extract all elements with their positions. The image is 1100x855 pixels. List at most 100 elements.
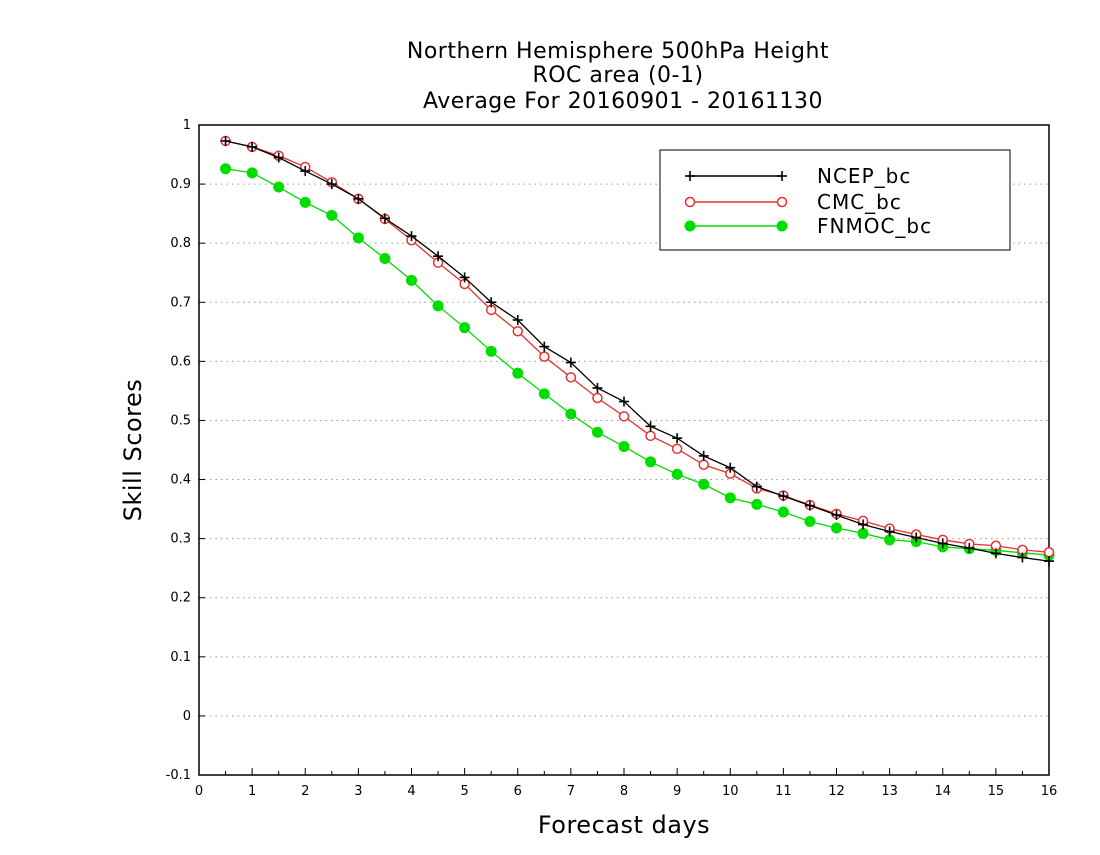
data-point-fnmoc bbox=[432, 300, 444, 312]
x-tick-label: 15 bbox=[988, 784, 1005, 799]
chart-title: Northern Hemisphere 500hPa Height ROC ar… bbox=[407, 39, 829, 114]
data-point-ncep bbox=[379, 213, 390, 224]
x-tick-label: 5 bbox=[460, 784, 468, 799]
data-point-ncep bbox=[778, 491, 789, 502]
y-tick-label: 0.5 bbox=[170, 413, 191, 428]
data-point-fnmoc bbox=[777, 506, 789, 518]
data-point-fnmoc bbox=[299, 196, 311, 208]
data-point-ncep bbox=[1017, 552, 1028, 563]
data-point-ncep bbox=[486, 297, 497, 308]
y-axis: 1 0.9 0.8 0.7 0.6 0.5 0.4 0.3 0.2 0.1 0 -0.1 bbox=[166, 118, 205, 783]
data-point-cmc bbox=[618, 411, 630, 422]
x-axis: 0 1 2 3 4 5 6 7 8 9 10 11 12 13 14 15 16 bbox=[195, 768, 1057, 799]
data-point-cmc bbox=[592, 392, 603, 404]
data-point-fnmoc bbox=[565, 408, 577, 420]
data-point-ncep bbox=[406, 231, 417, 242]
data-point-fnmoc bbox=[724, 492, 736, 504]
data-point-cmc bbox=[565, 372, 577, 383]
legend-marker-fnmoc bbox=[684, 220, 696, 232]
x-tick-label: 1 bbox=[248, 784, 256, 799]
y-tick-label: -0.1 bbox=[166, 768, 191, 783]
data-point-ncep bbox=[645, 421, 656, 432]
data-point-ncep bbox=[831, 510, 842, 520]
data-point-ncep bbox=[804, 500, 815, 511]
data-point-ncep bbox=[884, 526, 895, 537]
y-tick-label: 0.4 bbox=[170, 473, 191, 488]
x-tick-label: 11 bbox=[775, 784, 792, 799]
data-point-ncep bbox=[911, 532, 922, 543]
data-point-fnmoc bbox=[698, 478, 710, 490]
data-point-ncep bbox=[672, 433, 683, 444]
data-point-cmc bbox=[671, 443, 683, 455]
legend-marker-ncep bbox=[685, 171, 695, 181]
legend-marker-cmc bbox=[684, 196, 696, 208]
data-point-ncep bbox=[1044, 556, 1054, 567]
x-tick-label: 2 bbox=[301, 784, 309, 799]
data-point-fnmoc bbox=[831, 522, 842, 534]
data-point-ncep bbox=[619, 396, 629, 407]
data-point-fnmoc bbox=[246, 167, 258, 179]
data-point-fnmoc bbox=[538, 388, 550, 400]
data-point-fnmoc bbox=[751, 498, 763, 510]
data-point-ncep bbox=[459, 272, 470, 283]
data-point-fnmoc bbox=[857, 527, 869, 539]
title-line-3: Average For 20160901 - 20161130 bbox=[423, 89, 823, 114]
y-tick-label: 0.2 bbox=[170, 591, 191, 606]
data-point-fnmoc bbox=[379, 253, 391, 265]
data-point-ncep bbox=[858, 519, 869, 530]
data-point-fnmoc bbox=[459, 322, 471, 334]
legend-marker-ncep bbox=[777, 171, 787, 181]
data-point-ncep bbox=[937, 538, 948, 549]
x-axis-label: Forecast days bbox=[538, 811, 710, 839]
data-point-fnmoc bbox=[671, 468, 683, 480]
data-point-cmc bbox=[512, 325, 523, 337]
x-tick-label: 16 bbox=[1041, 784, 1058, 799]
x-tick-label: 3 bbox=[354, 784, 362, 799]
data-point-ncep bbox=[990, 548, 1001, 559]
legend-label-fnmoc: FNMOC_bc bbox=[817, 214, 932, 238]
data-point-ncep bbox=[725, 462, 736, 473]
data-point-cmc bbox=[698, 459, 709, 471]
x-tick-label: 14 bbox=[934, 784, 951, 799]
y-tick-label: 0.3 bbox=[170, 532, 191, 547]
data-point-ncep bbox=[300, 166, 311, 177]
y-tick-label: 0.7 bbox=[170, 295, 191, 310]
y-tick-label: 0.1 bbox=[170, 650, 191, 665]
y-tick-label: 0.8 bbox=[170, 236, 191, 251]
data-point-cmc bbox=[645, 430, 656, 442]
data-point-fnmoc bbox=[326, 209, 338, 221]
series-ncep bbox=[220, 135, 1054, 567]
data-point-ncep bbox=[698, 450, 709, 461]
data-point-cmc bbox=[539, 351, 550, 362]
data-point-ncep bbox=[592, 382, 603, 393]
legend-label-cmc: CMC_bc bbox=[817, 190, 902, 214]
data-point-fnmoc bbox=[220, 163, 232, 175]
y-tick-label: 0.6 bbox=[170, 354, 191, 369]
series-layer bbox=[220, 135, 1055, 567]
x-tick-label: 9 bbox=[673, 784, 681, 799]
data-point-ncep bbox=[353, 193, 364, 204]
series-line-ncep bbox=[225, 140, 1050, 562]
data-point-ncep bbox=[751, 481, 762, 492]
y-axis-label: Skill Scores bbox=[119, 379, 147, 522]
legend-label-ncep: NCEP_bc bbox=[817, 164, 911, 188]
data-point-ncep bbox=[565, 357, 576, 368]
data-point-ncep bbox=[512, 315, 523, 325]
x-tick-label: 8 bbox=[620, 784, 628, 799]
legend: NCEP_bc CMC_bc FNMOC_bc bbox=[659, 149, 1011, 251]
y-tick-label: 0.9 bbox=[170, 177, 191, 192]
data-point-ncep bbox=[273, 152, 284, 163]
x-tick-label: 12 bbox=[828, 784, 845, 799]
data-point-ncep bbox=[964, 543, 975, 554]
y-tick-label: 0 bbox=[183, 709, 191, 724]
legend-marker-fnmoc bbox=[776, 220, 788, 232]
data-point-fnmoc bbox=[273, 181, 285, 193]
data-point-fnmoc bbox=[485, 345, 497, 357]
data-point-fnmoc bbox=[804, 516, 816, 527]
data-point-fnmoc bbox=[591, 426, 603, 438]
x-tick-label: 10 bbox=[722, 784, 739, 799]
data-point-fnmoc bbox=[645, 456, 657, 468]
data-point-fnmoc bbox=[406, 274, 417, 286]
